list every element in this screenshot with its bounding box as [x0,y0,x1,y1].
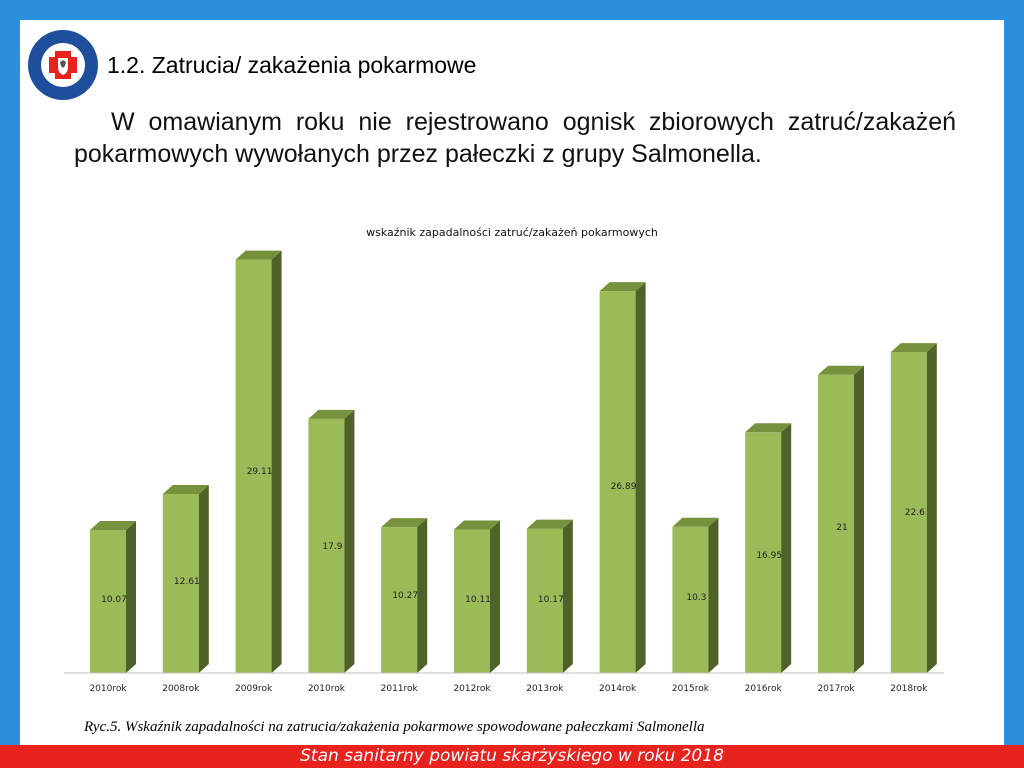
bar-side [126,521,136,673]
eagle-icon [60,60,66,68]
intro-paragraph: W omawianym roku nie rejestrowano ognisk… [74,108,956,168]
x-tick-label: 2010rok [89,684,127,694]
data-label: 21 [836,523,847,533]
data-label: 10.11 [465,595,491,605]
bar-side [271,250,282,673]
x-tick-labels: 2010rok 2008rok 2009rok 2010rok 2011rok 2012r… [89,684,928,694]
bar-front [308,418,345,673]
footer-bar: Stan sanitarny powiatu skarżyskiego w ro… [0,745,1024,768]
bar-top [381,518,428,528]
data-labels: 10.07 12.61 29.11 17.9 10.27 10.11 10.17 26.89 1… [101,467,925,605]
x-tick-label: 2014rok [599,684,637,694]
slide: 1.2. Zatrucia/ zakażenia pokarmowe W oma… [20,20,1004,745]
bar-side [854,365,864,673]
bar-1 [162,484,209,673]
bar-front [235,259,272,673]
bar-front [745,432,782,673]
chart-title: wskaźnik zapadalności zatruć/zakażeń pok… [366,226,658,239]
bar-top [162,484,209,494]
data-label: 22.6 [905,508,925,518]
x-tick-label: 2012rok [453,684,491,694]
bar-chart: 2010rok 2008rok 2009rok 2010rok 2011rok 2012r… [64,250,944,694]
bar-front [162,493,199,673]
bar-3 [308,409,355,673]
x-tick-label: 2011rok [381,684,419,694]
bar-top [308,409,355,419]
bar-top [526,519,573,529]
data-label: 10.27 [392,591,418,601]
bar-top [818,365,864,375]
data-label: 12.61 [174,577,200,587]
bar-front [818,374,854,673]
bar-11 [890,343,937,673]
x-tick-label: 2009rok [235,684,273,694]
footer-text: Stan sanitarny powiatu skarżyskiego w ro… [300,746,724,766]
data-label: 16.95 [756,551,782,561]
bar-top [235,250,282,260]
bar-10 [818,365,864,673]
data-label: 26.89 [611,482,637,492]
bar-front [454,529,490,673]
bar-front [381,527,418,673]
bar-9 [745,423,792,673]
data-label: 17.9 [322,542,342,552]
bar-side [781,423,792,673]
bar-top [454,520,500,530]
x-tick-label: 2016rok [745,684,783,694]
page-title: 1.2. Zatrucia/ zakażenia pokarmowe [107,52,477,78]
data-label: 10.07 [101,595,127,605]
bar-side [926,343,937,673]
x-tick-label: 2010rok [308,684,346,694]
bar-series [90,250,937,673]
x-tick-label: 2015rok [672,684,710,694]
bar-0 [90,521,136,673]
bar-front [526,528,563,673]
bar-top [745,423,792,433]
bar-top [90,521,136,531]
figure-caption: Ryc.5. Wskaźnik zapadalności na zatrucia… [84,719,705,735]
bar-2 [235,250,282,673]
bar-front [672,526,709,673]
bar-4 [381,518,428,673]
x-tick-label: 2017rok [817,684,855,694]
bar-front [599,291,636,673]
bar-side [417,518,428,673]
bar-8 [672,517,719,673]
bar-side [635,282,646,673]
data-label: 10.17 [538,595,564,605]
bar-side [344,409,355,673]
bar-side [708,517,719,673]
bar-side [198,484,209,673]
x-tick-label: 2013rok [526,684,564,694]
bar-front [890,352,927,673]
bar-side [490,520,500,673]
sanitary-inspection-logo [26,28,100,102]
bar-top [599,282,646,292]
bar-7 [599,282,646,673]
bar-5 [454,520,500,673]
data-label: 10.3 [686,593,706,603]
data-label: 29.11 [247,467,273,477]
bar-side [562,519,573,673]
bar-top [672,517,719,527]
bar-top [890,343,937,353]
bar-6 [526,519,573,673]
bar-front [90,530,126,673]
x-tick-label: 2018rok [890,684,928,694]
x-tick-label: 2008rok [162,684,200,694]
